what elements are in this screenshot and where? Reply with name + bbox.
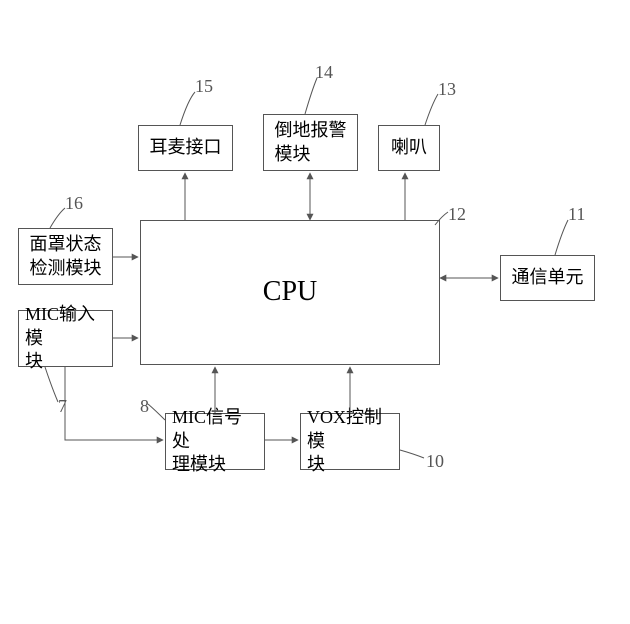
ref-headset: 15 [195, 76, 213, 97]
ref-fall-alarm: 14 [315, 62, 333, 83]
node-mask-label: 面罩状态 检测模块 [30, 233, 102, 280]
node-speaker-label: 喇叭 [391, 136, 427, 159]
node-mask: 面罩状态 检测模块 [18, 228, 113, 285]
node-mic-signal: MIC信号处 理模块 [165, 413, 265, 470]
node-mic-input-label: MIC输入模 块 [25, 303, 106, 373]
node-headset-label: 耳麦接口 [150, 136, 222, 159]
ref-mask: 16 [65, 193, 83, 214]
ref-mic-signal: 8 [140, 396, 149, 417]
ref-cpu: 12 [448, 204, 466, 225]
ref-mic-input: 7 [58, 396, 67, 417]
node-headset: 耳麦接口 [138, 125, 233, 171]
node-vox-label: VOX控制模 块 [307, 406, 393, 476]
node-vox: VOX控制模 块 [300, 413, 400, 470]
ref-vox: 10 [426, 451, 444, 472]
ref-speaker: 13 [438, 79, 456, 100]
node-cpu-label: CPU [263, 274, 317, 310]
node-fall-alarm-label: 倒地报警 模块 [275, 119, 347, 166]
node-cpu: CPU [140, 220, 440, 365]
node-fall-alarm: 倒地报警 模块 [263, 114, 358, 171]
node-comm: 通信单元 [500, 255, 595, 301]
node-comm-label: 通信单元 [512, 266, 584, 289]
ref-comm: 11 [568, 204, 585, 225]
node-mic-signal-label: MIC信号处 理模块 [172, 406, 258, 476]
node-speaker: 喇叭 [378, 125, 440, 171]
node-mic-input: MIC输入模 块 [18, 310, 113, 367]
